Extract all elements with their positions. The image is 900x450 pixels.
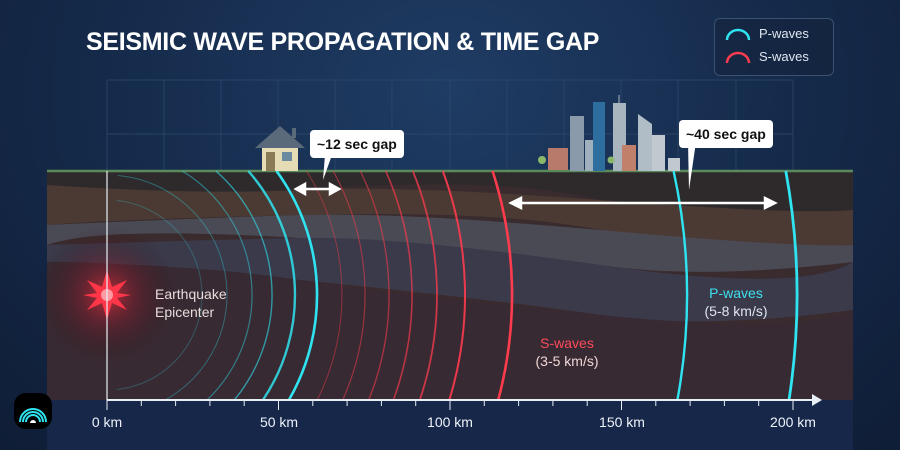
p-wave-front (247, 170, 297, 401)
callout-12-sec-gap: ~12 sec gap (310, 130, 404, 158)
app-logo-icon (14, 393, 52, 429)
p-wave-front (181, 170, 253, 401)
gap-arrow-far (508, 195, 778, 211)
city-skyline-icon (538, 95, 680, 171)
legend-label: P-waves (759, 26, 809, 41)
callout-pointer-far (688, 142, 696, 190)
epicenter-label-line2: Epicenter (155, 304, 215, 320)
p-waves-speed: (5-8 km/s) (704, 303, 768, 319)
legend-item-p-waves: P-waves (725, 26, 809, 41)
axis-tick-label: 150 km (599, 414, 645, 430)
gap-arrow-near (293, 181, 342, 197)
s-waves-name: S-waves (540, 335, 594, 351)
axis-tick-label: 0 km (91, 414, 123, 430)
axis-tick-label: 100 km (427, 414, 473, 430)
s-wave-arc-icon (725, 51, 751, 63)
legend-label: S-waves (759, 49, 809, 64)
axis-tick-label: 50 km (259, 414, 299, 430)
wave-fronts (116, 170, 799, 401)
epicenter-label-line1: Earthquake (155, 286, 227, 302)
p-wave-front (215, 170, 273, 401)
p-wave-arc-icon (725, 28, 751, 40)
legend: P-waves S-waves (714, 18, 834, 76)
s-wave-front (384, 170, 413, 401)
p-waves-name: P-waves (709, 285, 763, 301)
p-wave-front (784, 170, 799, 401)
p-wave-front (116, 200, 203, 390)
p-wave-front (275, 170, 319, 401)
s-waves-speed: (3-5 km/s) (535, 353, 599, 369)
p-wave-front (117, 175, 228, 401)
earth-layers (47, 169, 853, 400)
callout-pointer-near (323, 155, 332, 180)
s-wave-front (359, 170, 390, 401)
epicenter-label: Earthquake Epicenter (155, 285, 227, 321)
callout-40-sec-gap: ~40 sec gap (679, 120, 773, 148)
p-wave-front (672, 170, 689, 401)
house-icon (255, 126, 305, 171)
s-wave-front (411, 170, 438, 401)
s-wave-front (306, 170, 343, 401)
s-wave-front (491, 170, 514, 401)
distance-axis (47, 394, 853, 450)
s-wave-front (441, 170, 466, 401)
legend-item-s-waves: S-waves (725, 49, 809, 64)
s-waves-label: S-waves (3-5 km/s) (527, 334, 607, 370)
axis-tick-label: 200 km (770, 414, 816, 430)
s-wave-front (332, 170, 366, 401)
p-waves-label: P-waves (5-8 km/s) (696, 284, 776, 320)
page-title: SEISMIC WAVE PROPAGATION & TIME GAP (86, 28, 600, 56)
